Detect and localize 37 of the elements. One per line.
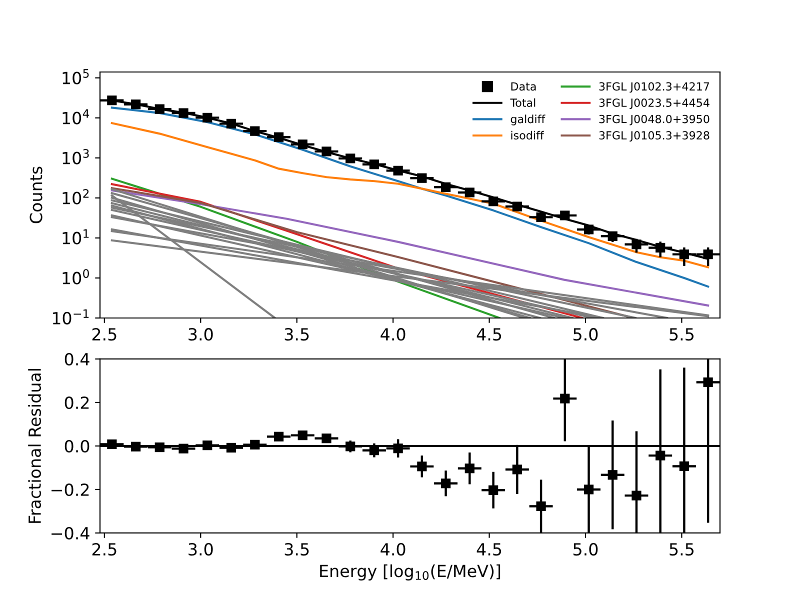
y-tick-label: 0.0 (64, 440, 90, 453)
y-tick-label: 10$^{4}$ (62, 109, 90, 124)
legend-label: Total (510, 98, 536, 107)
y-tick-label: 0.4 (64, 352, 90, 366)
y-tick-label: 10$^{−1}$ (52, 309, 89, 324)
x-tick-label: 2.5 (92, 542, 116, 556)
x-tick-label: 4.0 (380, 328, 406, 341)
x-axis-title: Energy [log$_{10}$(E/MeV)] (320, 564, 500, 581)
y-tick-label: 10$^{1}$ (62, 229, 89, 244)
x-tick-label: 4.0 (380, 542, 406, 556)
x-tick-label: 3.0 (188, 542, 213, 556)
x-tick-label: 4.5 (476, 543, 502, 556)
legend-label: 3FGL J0102.3+4217 (599, 82, 710, 93)
legend-label: galdiff (510, 114, 546, 126)
y-tick-label: 10$^{5}$ (62, 69, 89, 84)
x-tick-label: 3.5 (284, 328, 309, 341)
x-tick-label: 5.5 (670, 543, 694, 556)
y-tick-label: 10$^{0}$ (62, 269, 89, 284)
legend-label: isodiff (511, 130, 544, 140)
x-tick-label: 5.0 (574, 542, 598, 556)
x-tick-label: 3.0 (188, 328, 213, 341)
y-tick-label: −0.4 (52, 526, 90, 540)
legend-label: 3FGL J0105.3+3928 (599, 131, 710, 142)
y-tick-label: 10$^{3}$ (62, 149, 89, 164)
y-tick-label: 10$^{2}$ (62, 189, 89, 204)
legend-label: 3FGL J0023.5+4454 (599, 98, 710, 109)
y-tick-label: 0.2 (64, 396, 89, 410)
y-axis-title: Fractional Residual (28, 369, 42, 523)
x-tick-label: 3.5 (284, 542, 309, 556)
legend-label: Data (511, 82, 536, 91)
x-tick-label: 2.5 (92, 328, 116, 341)
y-axis-title: Counts (30, 166, 42, 224)
x-tick-label: 5.0 (574, 328, 598, 341)
legend-label: 3FGL J0048.0+3950 (599, 114, 710, 126)
y-tick-label: −0.2 (52, 483, 89, 496)
x-tick-label: 5.5 (670, 328, 694, 341)
x-tick-label: 4.5 (476, 328, 502, 341)
